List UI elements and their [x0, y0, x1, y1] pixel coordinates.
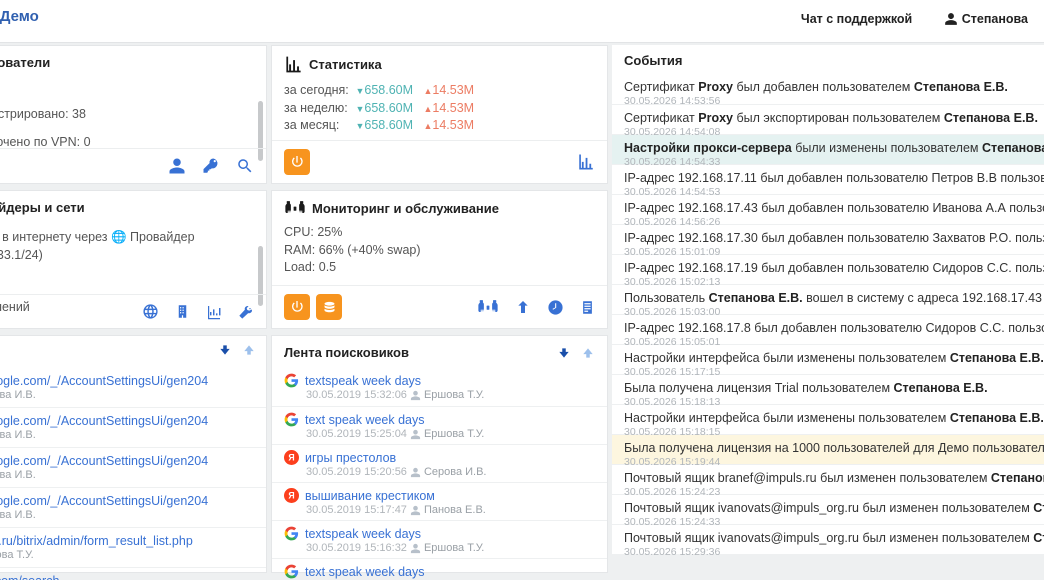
svg-text:Я: Я: [288, 491, 294, 501]
svg-text:Я: Я: [288, 453, 294, 463]
